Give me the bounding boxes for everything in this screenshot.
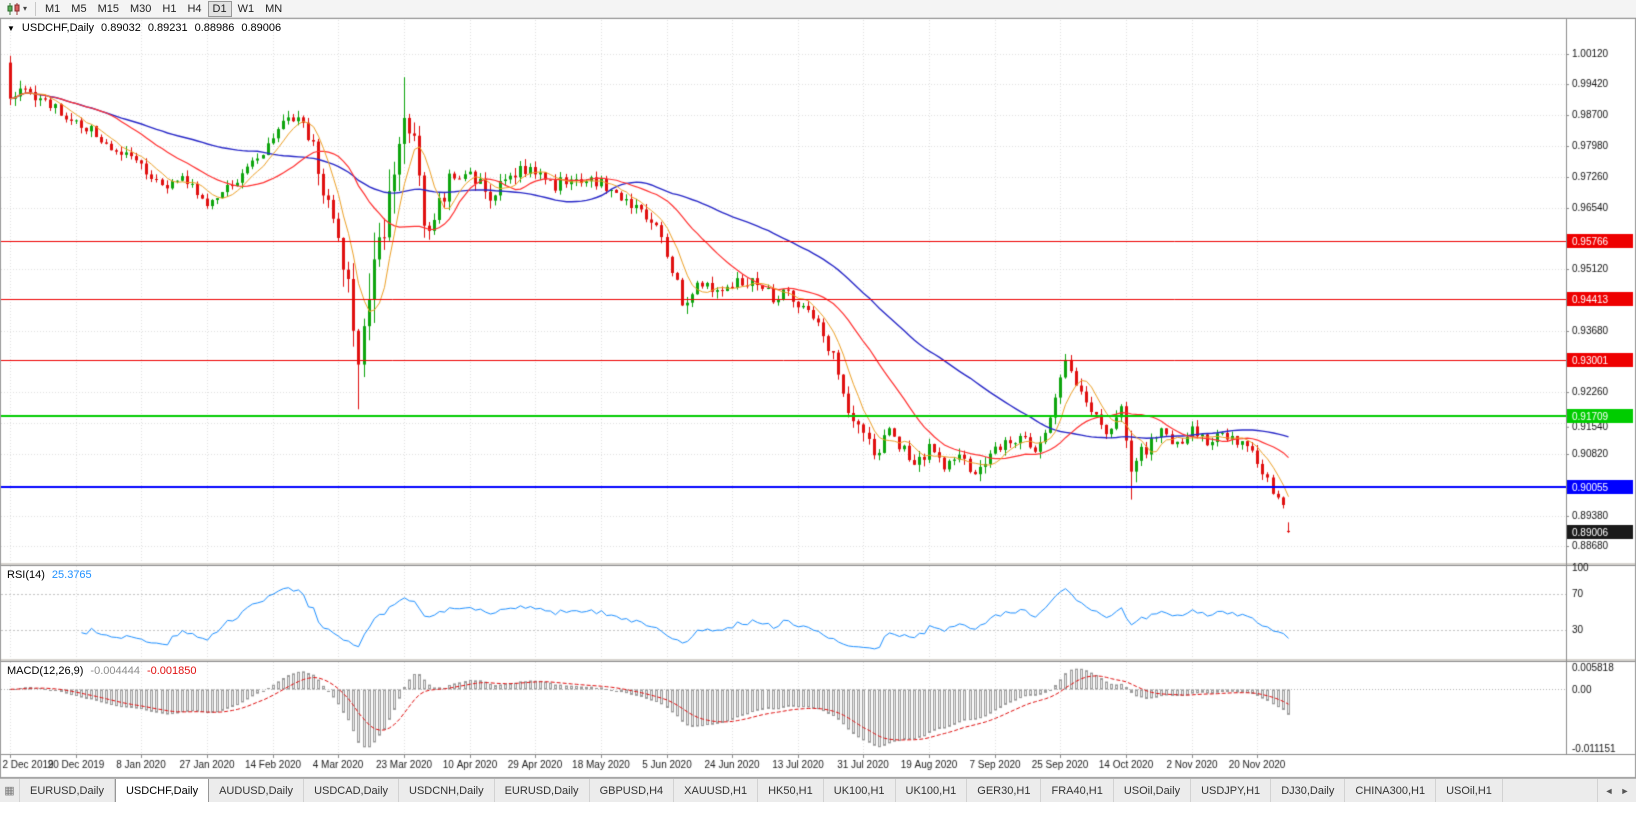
chart-window: ▼ USDCHF,Daily 0.89032 0.89231 0.88986 0… (0, 18, 1636, 778)
timeframe-button-mn[interactable]: MN (260, 1, 287, 17)
toolbar-separator (35, 1, 37, 16)
chart-tab-usdchf-daily[interactable]: USDCHF,Daily (114, 779, 210, 802)
timeframe-toolbar: ▾ M1 M5 M15 M30 H1 H4 D1 W1 MN (0, 0, 1636, 18)
chart-tab-gbpusd-h4[interactable]: GBPUSD,H4 (589, 779, 675, 802)
tabs-scroll-right-icon[interactable]: ► (1620, 785, 1630, 796)
chart-tab-usoil-daily[interactable]: USOil,Daily (1113, 779, 1192, 802)
collapse-chart-icon[interactable]: ▼ (7, 23, 15, 33)
chart-tab-usoil-h1[interactable]: USOil,H1 (1436, 779, 1503, 802)
tabs-scroll-controls: ◄ ► (1597, 779, 1636, 802)
chart-tab-uk100-h1[interactable]: UK100,H1 (895, 779, 968, 802)
timeframe-button-d1[interactable]: D1 (207, 0, 232, 17)
chart-tab-china300-h1[interactable]: CHINA300,H1 (1345, 779, 1437, 802)
timeframe-button-h4[interactable]: H4 (182, 1, 206, 17)
tabs-scroll-left-icon[interactable]: ◄ (1604, 785, 1614, 796)
chart-tab-ger30-h1[interactable]: GER30,H1 (967, 779, 1042, 802)
chart-tab-eurusd-daily[interactable]: EURUSD,Daily (20, 779, 115, 802)
chart-tabbar: ▦ EURUSD,Daily USDCHF,Daily AUDUSD,Daily US… (0, 778, 1636, 802)
chevron-down-icon: ▾ (23, 3, 28, 13)
chart-tab-audusd-daily[interactable]: AUDUSD,Daily (209, 779, 305, 802)
chart-tabs: EURUSD,Daily USDCHF,Daily AUDUSD,Daily USDC… (20, 779, 1597, 802)
candlestick-chart-icon (7, 2, 20, 15)
timeframe-buttons: M1 M5 M15 M30 H1 H4 D1 W1 MN (40, 0, 287, 17)
chart-tab-uk100-h1[interactable]: UK100,H1 (823, 779, 896, 802)
chart-tab-usdjpy-h1[interactable]: USDJPY,H1 (1191, 779, 1272, 802)
timeframe-button-w1[interactable]: W1 (233, 1, 260, 17)
tab-list-icon[interactable]: ▦ (0, 779, 20, 802)
chart-tab-usdcnh-daily[interactable]: USDCNH,Daily (399, 779, 495, 802)
chart-tab-usdcad-daily[interactable]: USDCAD,Daily (304, 779, 400, 802)
timeframe-button-m5[interactable]: M5 (66, 1, 91, 17)
chart-tab-dj30-daily[interactable]: DJ30,Daily (1271, 779, 1346, 802)
timeframe-button-m30[interactable]: M30 (125, 1, 156, 17)
chart-tab-fra40-h1[interactable]: FRA40,H1 (1041, 779, 1114, 802)
chart-tab-xauusd-h1[interactable]: XAUUSD,H1 (674, 779, 759, 802)
timeframe-button-m1[interactable]: M1 (40, 1, 65, 17)
chart-type-button[interactable]: ▾ (3, 1, 31, 17)
chart-tab-hk50-h1[interactable]: HK50,H1 (758, 779, 824, 802)
window-background-filler (0, 802, 1636, 834)
chart-tab-eurusd-daily[interactable]: EURUSD,Daily (494, 779, 590, 802)
timeframe-button-m15[interactable]: M15 (93, 1, 124, 17)
timeframe-button-h1[interactable]: H1 (157, 1, 181, 17)
price-chart-canvas[interactable] (0, 18, 1636, 778)
